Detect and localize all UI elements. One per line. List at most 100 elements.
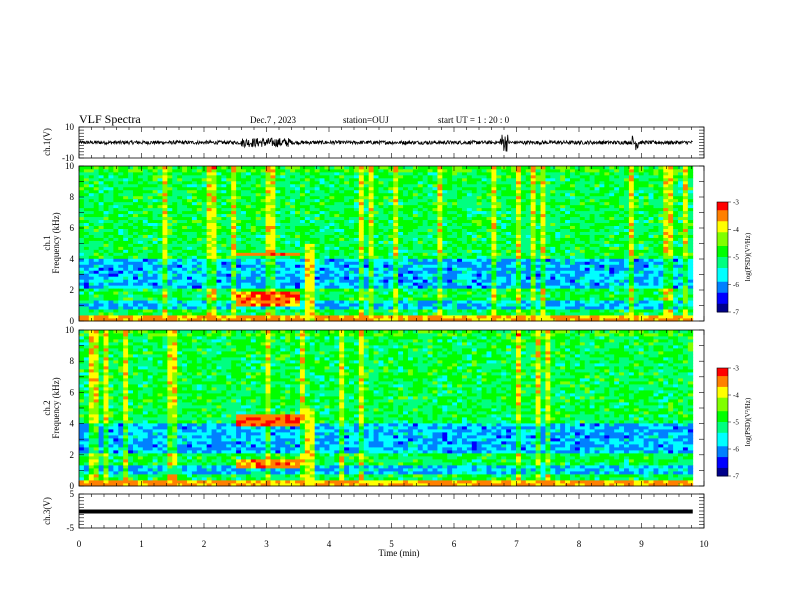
spectrogram-cell [476, 312, 483, 316]
spectrogram-cell [275, 177, 281, 182]
spectrogram-cell [147, 171, 154, 176]
spectrogram-cell [506, 282, 512, 286]
spectrogram-cell [137, 228, 144, 232]
spectrogram-cell [162, 198, 168, 203]
spectrogram-cell [157, 198, 163, 203]
spectrogram-cell [403, 222, 409, 227]
spectrogram-cell [177, 303, 183, 307]
spectrogram-cell [211, 291, 217, 295]
spectrogram-cell [412, 171, 419, 176]
spectrogram-cell [285, 261, 291, 265]
spectrogram-cell [295, 312, 301, 316]
spectrogram-cell [314, 303, 320, 307]
spectrogram-cell [79, 270, 85, 274]
spectrogram-cell [177, 180, 183, 185]
spectrogram-cell [457, 255, 463, 259]
spectrogram-cell [520, 285, 527, 289]
spectrogram-cell [520, 171, 527, 176]
spectrogram-cell [255, 297, 262, 301]
spectrogram-cell [167, 300, 173, 304]
spectrogram-cell [461, 291, 468, 295]
spectrogram-cell [457, 243, 463, 247]
spectrogram-cell [83, 180, 90, 185]
spectrogram-cell [255, 174, 262, 179]
spectrogram-cell [299, 258, 306, 262]
spectrogram-cell [285, 210, 291, 215]
spectrogram-cell [344, 210, 350, 215]
spectrogram-cell [201, 315, 208, 319]
spectrogram-cell [437, 252, 443, 256]
spectrogram-cell [260, 201, 266, 206]
spectrogram-cell [481, 255, 487, 259]
spectrogram-cell [226, 204, 232, 209]
spectrogram-cell [108, 255, 114, 259]
spectrogram-cell [191, 231, 198, 235]
spectrogram-cell [461, 234, 468, 238]
spectrogram-cell [113, 204, 119, 209]
spectrogram-cell [83, 255, 90, 259]
spectrogram-cell [187, 225, 193, 229]
spectrogram-cell [241, 303, 247, 307]
spectrogram-cell [358, 225, 365, 229]
spectrogram-cell [432, 225, 438, 229]
spectrogram-cell [167, 225, 173, 229]
spectrogram-cell [452, 264, 458, 268]
spectrogram-cell [319, 297, 325, 301]
spectrogram-cell [309, 255, 316, 259]
spectrogram-cell [461, 189, 468, 194]
spectrogram-cell [250, 195, 257, 200]
spectrogram-cell [432, 216, 438, 221]
spectrogram-cell [437, 216, 443, 221]
spectrogram-cell [344, 216, 350, 221]
spectrogram-cell [358, 168, 365, 173]
spectrogram-cell [506, 309, 512, 313]
spectrogram-cell [476, 234, 483, 238]
spectrogram-cell [491, 234, 497, 238]
spectrogram-cell [265, 285, 271, 289]
spectrogram-cell [324, 198, 330, 203]
spectrogram-cell [422, 291, 429, 295]
spectrogram-cell [108, 252, 114, 256]
spectrogram-cell [427, 183, 433, 188]
spectrogram-cell [157, 237, 163, 241]
spectrogram-cell [275, 294, 281, 298]
spectrogram-cell [191, 291, 198, 295]
spectrogram-cell [501, 192, 507, 197]
spectrogram-cell [403, 306, 409, 310]
spectrogram-cell [442, 186, 448, 191]
spectrogram-cell [177, 315, 183, 319]
spectrogram-cell [515, 294, 522, 298]
spectrogram-cell [79, 318, 85, 322]
spectrogram-cell [363, 183, 370, 188]
spectrogram-cell [471, 297, 478, 301]
spectrogram-cell [476, 204, 483, 209]
spectrogram-cell [525, 276, 532, 280]
spectrogram-cell [182, 183, 188, 188]
spectrogram-cell [452, 180, 458, 185]
spectrogram-cell [530, 189, 537, 194]
spectrogram-cell [191, 252, 198, 256]
spectrogram-cell [108, 201, 114, 206]
spectrogram-cell [403, 237, 409, 241]
spectrogram-cell [314, 273, 320, 277]
spectrogram-cell [339, 294, 345, 298]
spectrogram-cell [147, 300, 154, 304]
spectrogram-cell [88, 249, 95, 253]
spectrogram-cell [422, 219, 429, 224]
spectrogram-cell [457, 306, 463, 310]
spectrogram-cell [201, 282, 208, 286]
spectrogram-cell [280, 180, 286, 185]
spectrogram-cell [437, 255, 443, 259]
spectrogram-cell [118, 171, 124, 176]
spectrogram-cell [216, 213, 222, 218]
spectrogram-cell [201, 219, 208, 224]
spectrogram-cell [304, 297, 311, 301]
spectrogram-cell [304, 192, 311, 197]
spectrogram-cell [118, 306, 124, 310]
spectrogram-cell [295, 303, 301, 307]
spectrogram-cell [231, 189, 237, 194]
spectrogram-cell [196, 282, 203, 286]
spectrogram-cell [442, 261, 448, 265]
spectrogram-cell [442, 171, 448, 176]
spectrogram-cell [221, 234, 227, 238]
